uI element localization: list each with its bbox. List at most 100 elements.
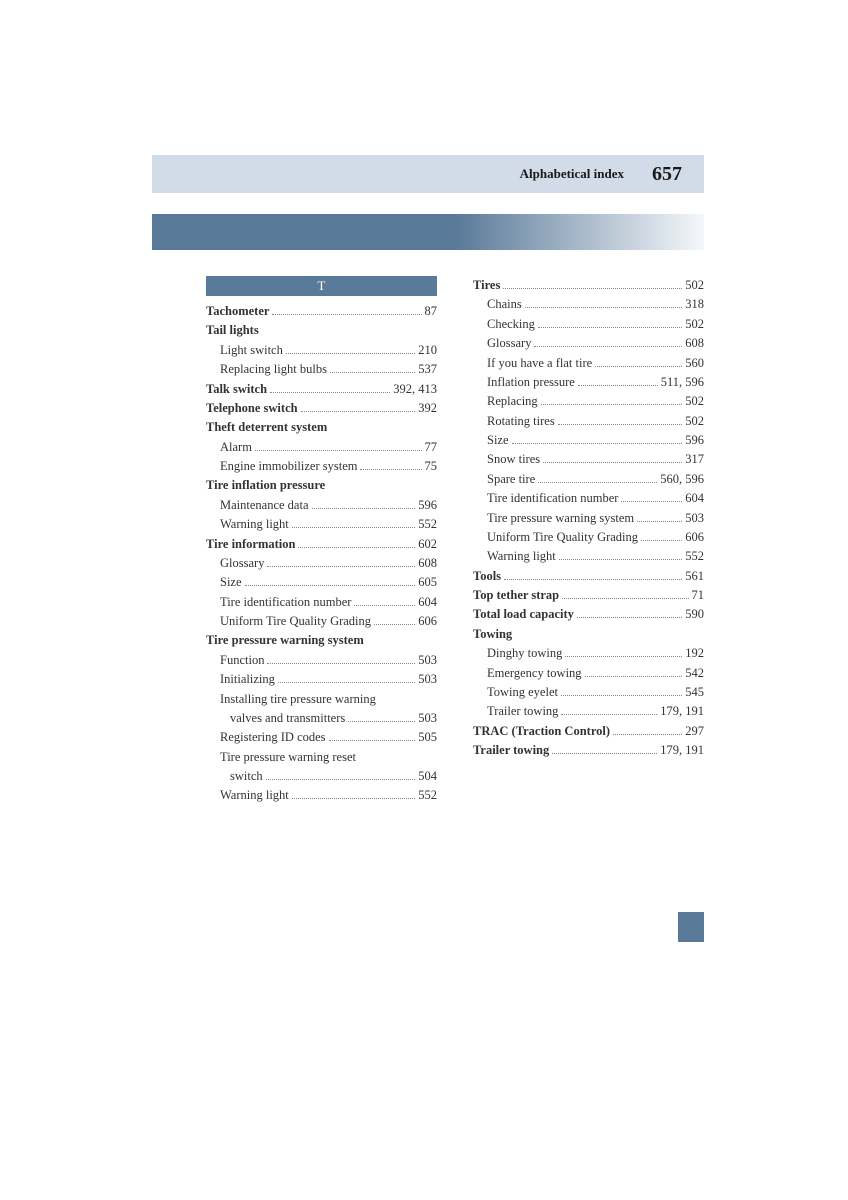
index-entry: Initializing503 — [206, 670, 437, 689]
index-entry: Inflation pressure511, 596 — [473, 373, 704, 392]
index-entry: Towing eyelet545 — [473, 683, 704, 702]
leader-dots — [267, 663, 415, 664]
entry-pages: 503 — [418, 709, 437, 728]
leader-dots — [561, 695, 682, 696]
leader-dots — [578, 385, 658, 386]
entry-label: Function — [206, 651, 264, 670]
entry-label: Replacing — [473, 392, 538, 411]
entry-pages: 502 — [685, 276, 704, 295]
leader-dots — [312, 508, 416, 509]
index-entry: Warning light552 — [206, 515, 437, 534]
entry-pages: 179, 191 — [660, 741, 704, 760]
index-entry: Warning light552 — [473, 547, 704, 566]
index-entry: Tools561 — [473, 567, 704, 586]
entry-label: Checking — [473, 315, 535, 334]
index-entry: If you have a flat tire 560 — [473, 354, 704, 373]
leader-dots — [561, 714, 657, 715]
entry-pages: 552 — [418, 786, 437, 805]
leader-dots — [298, 547, 415, 548]
index-entry: Tires 502 — [473, 276, 704, 295]
page: Alphabetical index 657 T Tachometer87Tai… — [0, 0, 848, 1200]
entry-pages: 87 — [425, 302, 438, 321]
index-entry: Maintenance data596 — [206, 496, 437, 515]
entry-label: Rotating tires — [473, 412, 555, 431]
entry-pages: 560 — [685, 354, 704, 373]
entry-label: Uniform Tire Quality Grading — [473, 528, 638, 547]
entry-pages: 318 — [685, 295, 704, 314]
entry-pages: 179, 191 — [660, 702, 704, 721]
entry-label: If you have a flat tire — [473, 354, 592, 373]
entry-label: Registering ID codes — [206, 728, 326, 747]
leader-dots — [330, 372, 415, 373]
entry-label: Tire identification number — [473, 489, 618, 508]
leader-dots — [301, 411, 416, 412]
index-entry: Total load capacity590 — [473, 605, 704, 624]
entry-pages: 392, 413 — [393, 380, 437, 399]
index-entry: Snow tires317 — [473, 450, 704, 469]
entry-label: Tire pressure warning reset — [206, 748, 356, 767]
entry-label: Top tether strap — [473, 586, 559, 605]
header-bar: Alphabetical index 657 — [152, 155, 704, 193]
entry-label: Snow tires — [473, 450, 540, 469]
entry-label: Towing — [473, 625, 512, 644]
leader-dots — [504, 579, 682, 580]
entry-pages: 503 — [685, 509, 704, 528]
index-entry: Tire identification number604 — [473, 489, 704, 508]
side-tab — [678, 912, 704, 942]
entry-label: Dinghy towing — [473, 644, 562, 663]
leader-dots — [292, 527, 415, 528]
index-entry: Talk switch392, 413 — [206, 380, 437, 399]
leader-dots — [329, 740, 416, 741]
leader-dots — [613, 734, 682, 735]
entry-label: Size — [473, 431, 509, 450]
entry-label: Warning light — [473, 547, 556, 566]
index-entry: Trailer towing179, 191 — [473, 702, 704, 721]
entry-pages: 608 — [685, 334, 704, 353]
index-content: T Tachometer87Tail lightsLight switch210… — [206, 276, 704, 806]
leader-dots — [255, 450, 422, 451]
leader-dots — [245, 585, 416, 586]
leader-dots — [266, 779, 416, 780]
entry-pages: 77 — [425, 438, 438, 457]
entry-pages: 71 — [692, 586, 705, 605]
entry-pages: 537 — [418, 360, 437, 379]
leader-dots — [267, 566, 415, 567]
right-column: Tires502Chains318Checking502Glossary608I… — [473, 276, 704, 806]
index-entry: Chains318 — [473, 295, 704, 314]
index-entry: Top tether strap 71 — [473, 586, 704, 605]
entry-pages: 596 — [685, 431, 704, 450]
entry-label: Inflation pressure — [473, 373, 575, 392]
entry-pages: 545 — [685, 683, 704, 702]
index-entry: Installing tire pressure warning — [206, 690, 437, 709]
entry-pages: 596 — [418, 496, 437, 515]
index-entry: Light switch210 — [206, 341, 437, 360]
entry-pages: 606 — [685, 528, 704, 547]
leader-dots — [585, 676, 683, 677]
entry-label: Replacing light bulbs — [206, 360, 327, 379]
leader-dots — [354, 605, 415, 606]
entry-label: Tires — [473, 276, 500, 295]
entry-pages: 297 — [685, 722, 704, 741]
entry-pages: 590 — [685, 605, 704, 624]
index-entry: Size605 — [206, 573, 437, 592]
entry-label: Tire pressure warning system — [206, 631, 364, 650]
index-entry: Replacing light bulbs 537 — [206, 360, 437, 379]
left-column: T Tachometer87Tail lightsLight switch210… — [206, 276, 437, 806]
entry-pages: 502 — [685, 412, 704, 431]
entry-label: Warning light — [206, 786, 289, 805]
index-entry: Tire pressure warning reset — [206, 748, 437, 767]
leader-dots — [278, 682, 415, 683]
entry-label: Tail lights — [206, 321, 259, 340]
leader-dots — [292, 798, 415, 799]
index-entry: Tire pressure warning system — [206, 631, 437, 650]
leader-dots — [538, 327, 682, 328]
index-entry: Tire information602 — [206, 535, 437, 554]
index-entry: Spare tire560, 596 — [473, 470, 704, 489]
entry-pages: 503 — [418, 651, 437, 670]
leader-dots — [525, 307, 683, 308]
entry-pages: 392 — [418, 399, 437, 418]
index-entry: Glossary608 — [473, 334, 704, 353]
index-entry: Alarm77 — [206, 438, 437, 457]
section-letter-header: T — [206, 276, 437, 296]
entry-label: switch — [206, 767, 263, 786]
